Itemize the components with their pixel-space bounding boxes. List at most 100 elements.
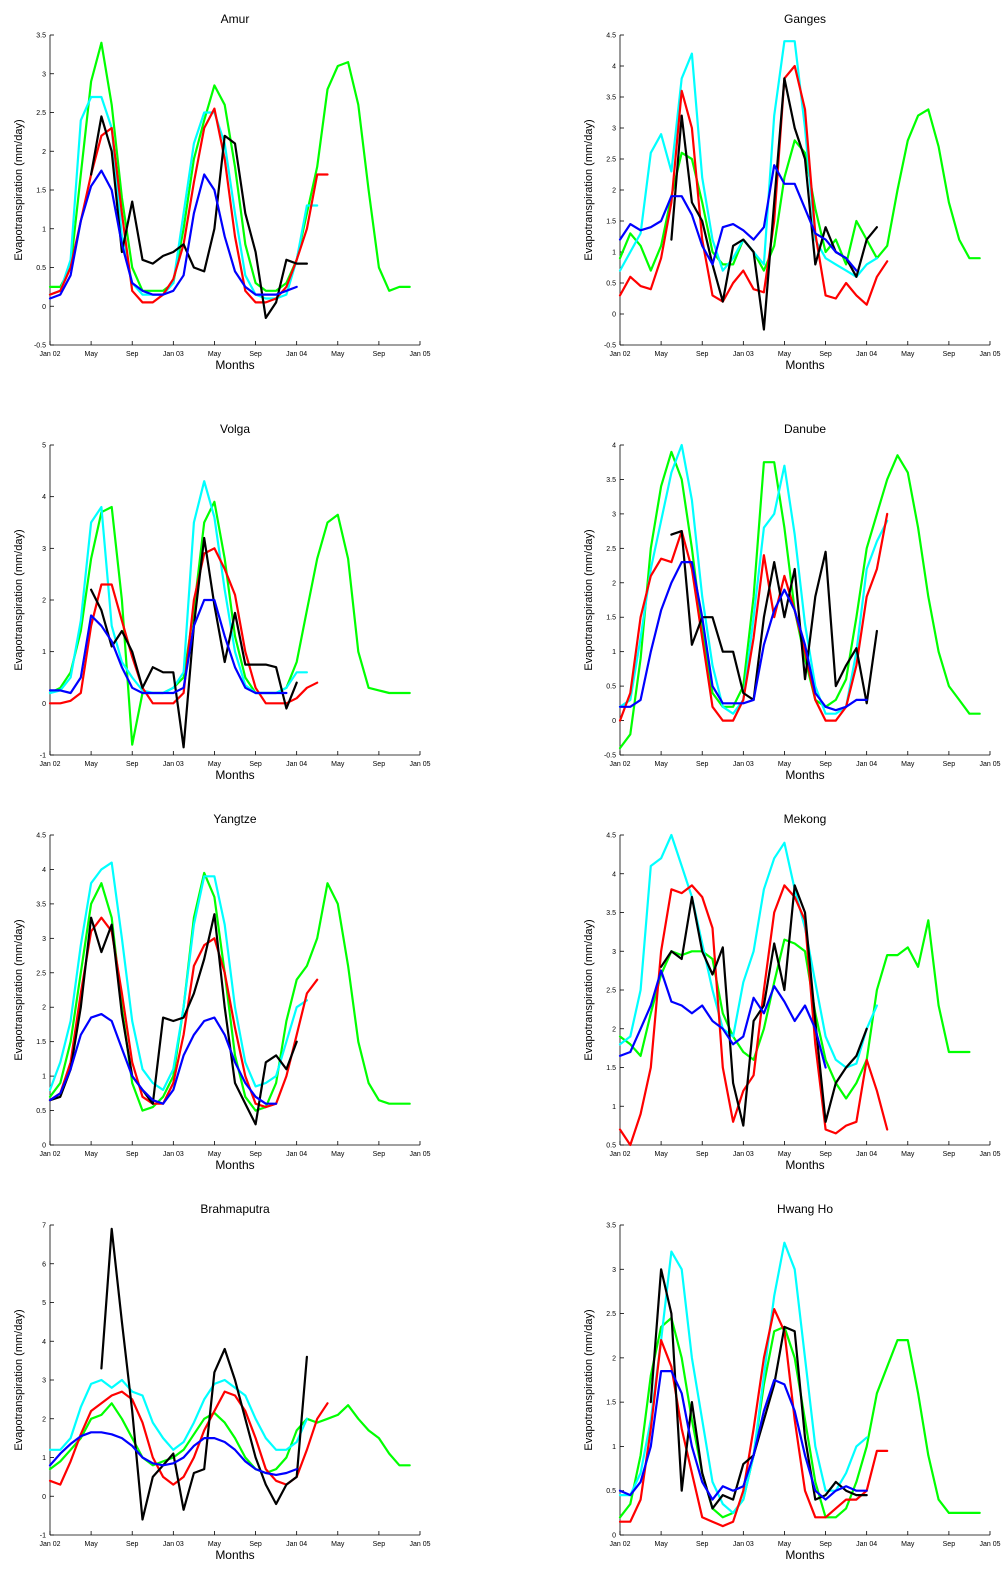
y-tick-label: 5	[42, 1300, 46, 1307]
x-tick-label: Jan 03	[163, 351, 184, 358]
y-tick-label: 0	[612, 1533, 616, 1540]
x-tick-label: Sep	[126, 1151, 139, 1158]
y-tick-label: 2.5	[606, 1311, 616, 1318]
x-tick-label: Sep	[249, 1541, 262, 1548]
y-axis-label: Evapotranspiration (mm/day)	[13, 1309, 25, 1450]
y-tick-label: 1	[42, 1074, 46, 1081]
x-axis-label: Months	[215, 1548, 254, 1562]
x-tick-label: Jan 02	[39, 761, 60, 768]
x-tick-label: Jan 02	[609, 1151, 630, 1158]
y-axis-label: Evapotranspiration (mm/day)	[583, 919, 595, 1060]
y-tick-label: 0	[612, 718, 616, 725]
x-tick-label: Jan 03	[163, 1541, 184, 1548]
y-tick-label: 0.5	[606, 281, 616, 288]
x-tick-label: Jan 04	[286, 761, 307, 768]
x-tick-label: May	[778, 1151, 792, 1158]
x-axis-label: Months	[785, 1548, 824, 1562]
x-tick-label: Sep	[249, 351, 262, 358]
y-tick-label: 0.5	[36, 1108, 46, 1115]
chart-svg-amur: Amur -0.5 0 0.5 1 1.5 2 2.5 3 3.5 Jan 02 May Sep Jan …	[0, 0, 430, 385]
y-tick-label: 0	[42, 701, 46, 708]
y-tick-label: 4.5	[606, 833, 616, 840]
chart-svg-mekong: Mekong0.511.522.533.544.5Jan 02 May Sep Jan…	[570, 800, 1000, 1185]
y-tick-label: 3.5	[606, 477, 616, 484]
x-tick-label: Jan 05	[979, 351, 1000, 358]
x-tick-label: May	[331, 761, 345, 768]
x-tick-label: Jan 05	[409, 1151, 430, 1158]
x-tick-label: Jan 04	[856, 761, 877, 768]
y-tick-label: 4	[42, 494, 46, 501]
x-tick-label: Sep	[126, 761, 139, 768]
x-tick-label: Jan 03	[733, 351, 754, 358]
x-tick-label: May	[778, 761, 792, 768]
x-tick-label: Sep	[819, 351, 832, 358]
chart-panel-ganges: Ganges -0.5 0 0.5 1 1.5 2 2.5 3 3.5 4 4.5 Jan 02 May S…	[570, 0, 1000, 385]
chart-panel-hwang-ho: Hwang Ho 0 0.5 1 1.5 2 2.5 3 3.5 Jan 02 May Sep Jan …	[570, 1190, 1000, 1575]
chart-svg-volga: Volga-1012345Jan 02 May Sep Jan 03 May Sep Jan…	[0, 410, 430, 795]
x-axis-label: Months	[785, 768, 824, 782]
series-line-3	[50, 109, 328, 303]
y-tick-label: 1.5	[36, 1039, 46, 1046]
y-tick-label: 1.5	[36, 188, 46, 195]
chart-title: Ganges	[784, 12, 826, 26]
x-tick-label: Jan 05	[979, 1541, 1000, 1548]
x-tick-label: Jan 04	[856, 1151, 877, 1158]
y-tick-label: 1.5	[606, 1065, 616, 1072]
x-tick-label: Jan 03	[163, 1151, 184, 1158]
y-tick-label: 4	[42, 867, 46, 874]
x-tick-label: May	[84, 761, 98, 768]
series-line-1	[620, 920, 969, 1098]
x-tick-label: Sep	[819, 1541, 832, 1548]
x-tick-label: May	[208, 1151, 222, 1158]
y-tick-label: 2.5	[606, 546, 616, 553]
y-tick-label: 2	[612, 1355, 616, 1362]
y-tick-label: 1	[42, 226, 46, 233]
y-tick-label: 3	[42, 1378, 46, 1385]
x-tick-label: Sep	[696, 1541, 709, 1548]
y-tick-label: 6	[42, 1261, 46, 1268]
x-tick-label: Jan 05	[979, 761, 1000, 768]
y-tick-label: 2.5	[606, 988, 616, 995]
x-tick-label: Sep	[249, 761, 262, 768]
x-tick-label: May	[901, 1151, 915, 1158]
y-tick-label: 4.5	[606, 33, 616, 40]
x-tick-label: Jan 03	[733, 1151, 754, 1158]
series-line-1	[50, 873, 410, 1111]
x-tick-label: May	[654, 351, 668, 358]
chart-svg-danube: Danube -0.5 0 0.5 1 1.5 2 2.5 3 3.5 4 Jan 02 May Sep J…	[570, 410, 1000, 795]
series-line-2	[620, 41, 877, 277]
chart-panel-brahmaputra: Brahmaputra -1 0 1 2 3 4 5 6 7 Jan 02 May Sep Jan 03 M…	[0, 1190, 430, 1575]
series-line-1	[50, 1403, 410, 1473]
y-tick-label: -0.5	[604, 753, 616, 760]
y-tick-label: 3	[612, 511, 616, 518]
x-tick-label: Jan 02	[39, 1151, 60, 1158]
x-tick-label: May	[331, 351, 345, 358]
series-line-2	[620, 835, 877, 1068]
x-tick-label: Jan 04	[286, 1151, 307, 1158]
y-tick-label: 1	[612, 250, 616, 257]
x-tick-label: Sep	[373, 1541, 386, 1548]
x-tick-label: Jan 03	[733, 761, 754, 768]
y-tick-label: -1	[40, 1533, 46, 1540]
y-tick-label: -0.5	[604, 343, 616, 350]
y-tick-label: 2	[42, 149, 46, 156]
series-line-2	[50, 481, 307, 693]
x-tick-label: Jan 05	[979, 1151, 1000, 1158]
x-tick-label: Jan 02	[609, 761, 630, 768]
y-tick-label: 2	[612, 188, 616, 195]
x-tick-label: May	[901, 351, 915, 358]
y-tick-label: 0	[42, 304, 46, 311]
series-line-5	[50, 600, 286, 693]
y-tick-label: 0	[42, 1494, 46, 1501]
x-tick-label: May	[331, 1151, 345, 1158]
x-tick-label: May	[778, 351, 792, 358]
y-tick-label: 7	[42, 1223, 46, 1230]
y-tick-label: 3	[42, 936, 46, 943]
x-tick-label: May	[84, 1541, 98, 1548]
y-tick-label: 1.5	[606, 615, 616, 622]
x-tick-label: May	[654, 1541, 668, 1548]
x-axis-label: Months	[215, 768, 254, 782]
series-line-4	[50, 914, 297, 1124]
y-tick-label: 1	[612, 649, 616, 656]
x-tick-label: Sep	[696, 351, 709, 358]
